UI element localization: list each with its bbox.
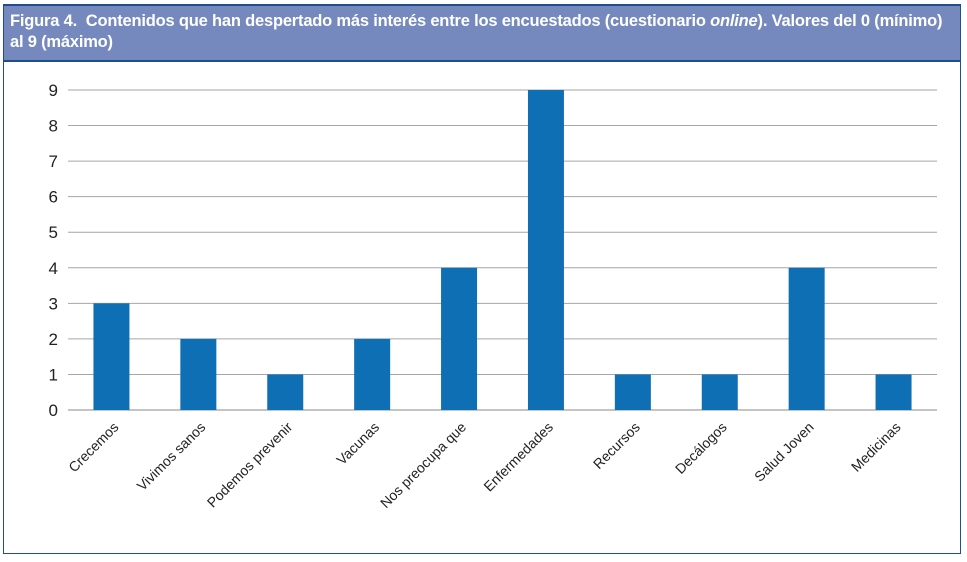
- y-tick-label: 2: [49, 330, 58, 349]
- title-text: Contenidos que han despertado más interé…: [85, 12, 711, 30]
- y-tick-label: 8: [49, 117, 58, 136]
- bar: [180, 338, 217, 410]
- figure-number: Figura 4.: [10, 12, 77, 30]
- x-tick-label: Enfermedades: [480, 419, 556, 495]
- figure-frame: [3, 4, 961, 554]
- figure-title: Figura 4. Contenidos que han despertado …: [4, 6, 960, 62]
- y-tick-label: 9: [49, 81, 58, 100]
- x-tick-label: Recursos: [590, 419, 643, 472]
- x-tick-label: Nos preocupa que: [377, 419, 469, 511]
- y-tick-label: 5: [49, 223, 58, 242]
- bar: [441, 267, 478, 410]
- bar: [527, 90, 564, 410]
- y-tick-label: 3: [49, 294, 58, 313]
- x-tick-label: Vacunas: [333, 419, 382, 468]
- bar: [614, 374, 651, 410]
- y-tick-label: 1: [49, 365, 58, 384]
- bar: [93, 303, 130, 410]
- bar: [267, 374, 304, 410]
- x-tick-label: Crecemos: [65, 419, 121, 475]
- y-tick-label: 0: [49, 401, 58, 420]
- bar: [701, 374, 738, 410]
- y-tick-label: 7: [49, 152, 58, 171]
- x-tick-label: Decálogos: [672, 419, 730, 477]
- x-tick-label: Salud Joven: [751, 419, 817, 485]
- x-tick-label: Medicinas: [848, 419, 904, 475]
- x-tick-label: Vivimos sanos: [134, 419, 209, 494]
- bar: [875, 374, 912, 410]
- bar: [354, 338, 391, 410]
- title-italic: online: [710, 12, 758, 30]
- y-tick-label: 6: [49, 188, 58, 207]
- title-end: ). Valores del 0 (mínimo) al 9 (máximo): [10, 12, 943, 51]
- x-tick-label: Podemos prevenir: [204, 419, 296, 511]
- bar: [788, 267, 825, 410]
- y-tick-label: 4: [49, 259, 58, 278]
